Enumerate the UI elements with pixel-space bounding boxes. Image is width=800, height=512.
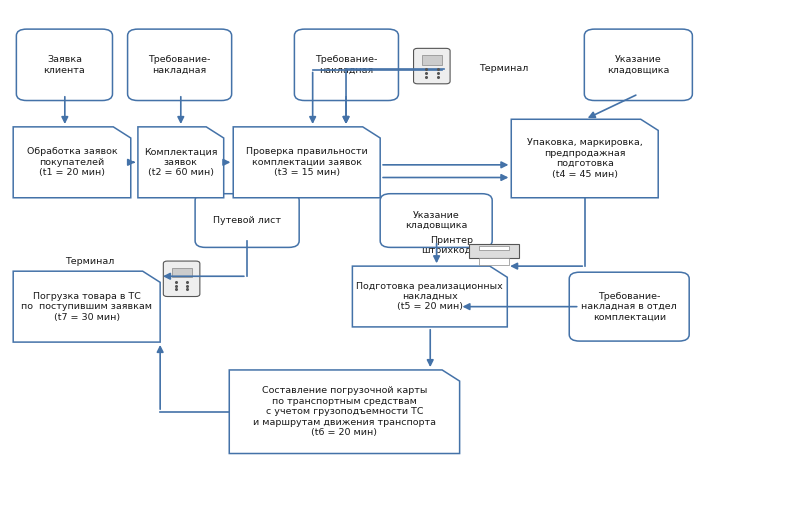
Bar <box>422 55 442 65</box>
Text: Указание
кладовщика: Указание кладовщика <box>405 211 467 230</box>
Text: Подготовка реализационных
накладных
(t5 = 20 мин): Подготовка реализационных накладных (t5 … <box>357 282 503 311</box>
Text: Терминал: Терминал <box>65 257 114 266</box>
FancyBboxPatch shape <box>584 29 692 100</box>
Text: Требование-
накладная: Требование- накладная <box>149 55 210 75</box>
Bar <box>469 244 519 258</box>
FancyBboxPatch shape <box>414 48 450 84</box>
FancyBboxPatch shape <box>16 29 113 100</box>
Text: Комплектация
заявок
(t2 = 60 мин): Комплектация заявок (t2 = 60 мин) <box>144 147 218 177</box>
Text: Заявка
клиента: Заявка клиента <box>43 55 86 75</box>
Text: Путевой лист: Путевой лист <box>213 216 281 225</box>
Bar <box>478 246 509 249</box>
FancyBboxPatch shape <box>195 194 299 247</box>
Polygon shape <box>13 127 130 198</box>
Text: Требование-
накладная: Требование- накладная <box>315 55 378 75</box>
FancyBboxPatch shape <box>127 29 232 100</box>
Text: Проверка правильности
комплектации заявок
(t3 = 15 мин): Проверка правильности комплектации заяво… <box>246 147 367 177</box>
Text: Обработка заявок
покупателей
(t1 = 20 мин): Обработка заявок покупателей (t1 = 20 ми… <box>26 147 118 177</box>
FancyBboxPatch shape <box>380 194 492 247</box>
Polygon shape <box>511 119 658 198</box>
Text: Погрузка товара в ТС
по  поступившим заявкам
(t7 = 30 мин): Погрузка товара в ТС по поступившим заяв… <box>21 292 152 322</box>
Text: Составление погрузочной карты
по транспортным средствам
с учетом грузоподъемност: Составление погрузочной карты по транспо… <box>253 387 436 437</box>
Text: Принтер
штрихкодов: Принтер штрихкодов <box>421 236 482 255</box>
Text: Указание
кладовщика: Указание кладовщика <box>607 55 670 75</box>
Polygon shape <box>13 271 160 342</box>
FancyBboxPatch shape <box>570 272 689 341</box>
Text: Требование-
накладная в отдел
комплектации: Требование- накладная в отдел комплектац… <box>582 292 677 322</box>
Polygon shape <box>352 266 507 327</box>
Polygon shape <box>138 127 224 198</box>
FancyBboxPatch shape <box>163 261 200 296</box>
Bar <box>171 268 192 278</box>
Text: Терминал: Терминал <box>479 64 529 73</box>
Polygon shape <box>234 127 380 198</box>
FancyBboxPatch shape <box>294 29 398 100</box>
Text: Упаковка, маркировка,
предпродажная
подготовка
(t4 = 45 мин): Упаковка, маркировка, предпродажная подг… <box>527 138 642 179</box>
Bar <box>478 258 509 265</box>
Polygon shape <box>230 370 460 454</box>
